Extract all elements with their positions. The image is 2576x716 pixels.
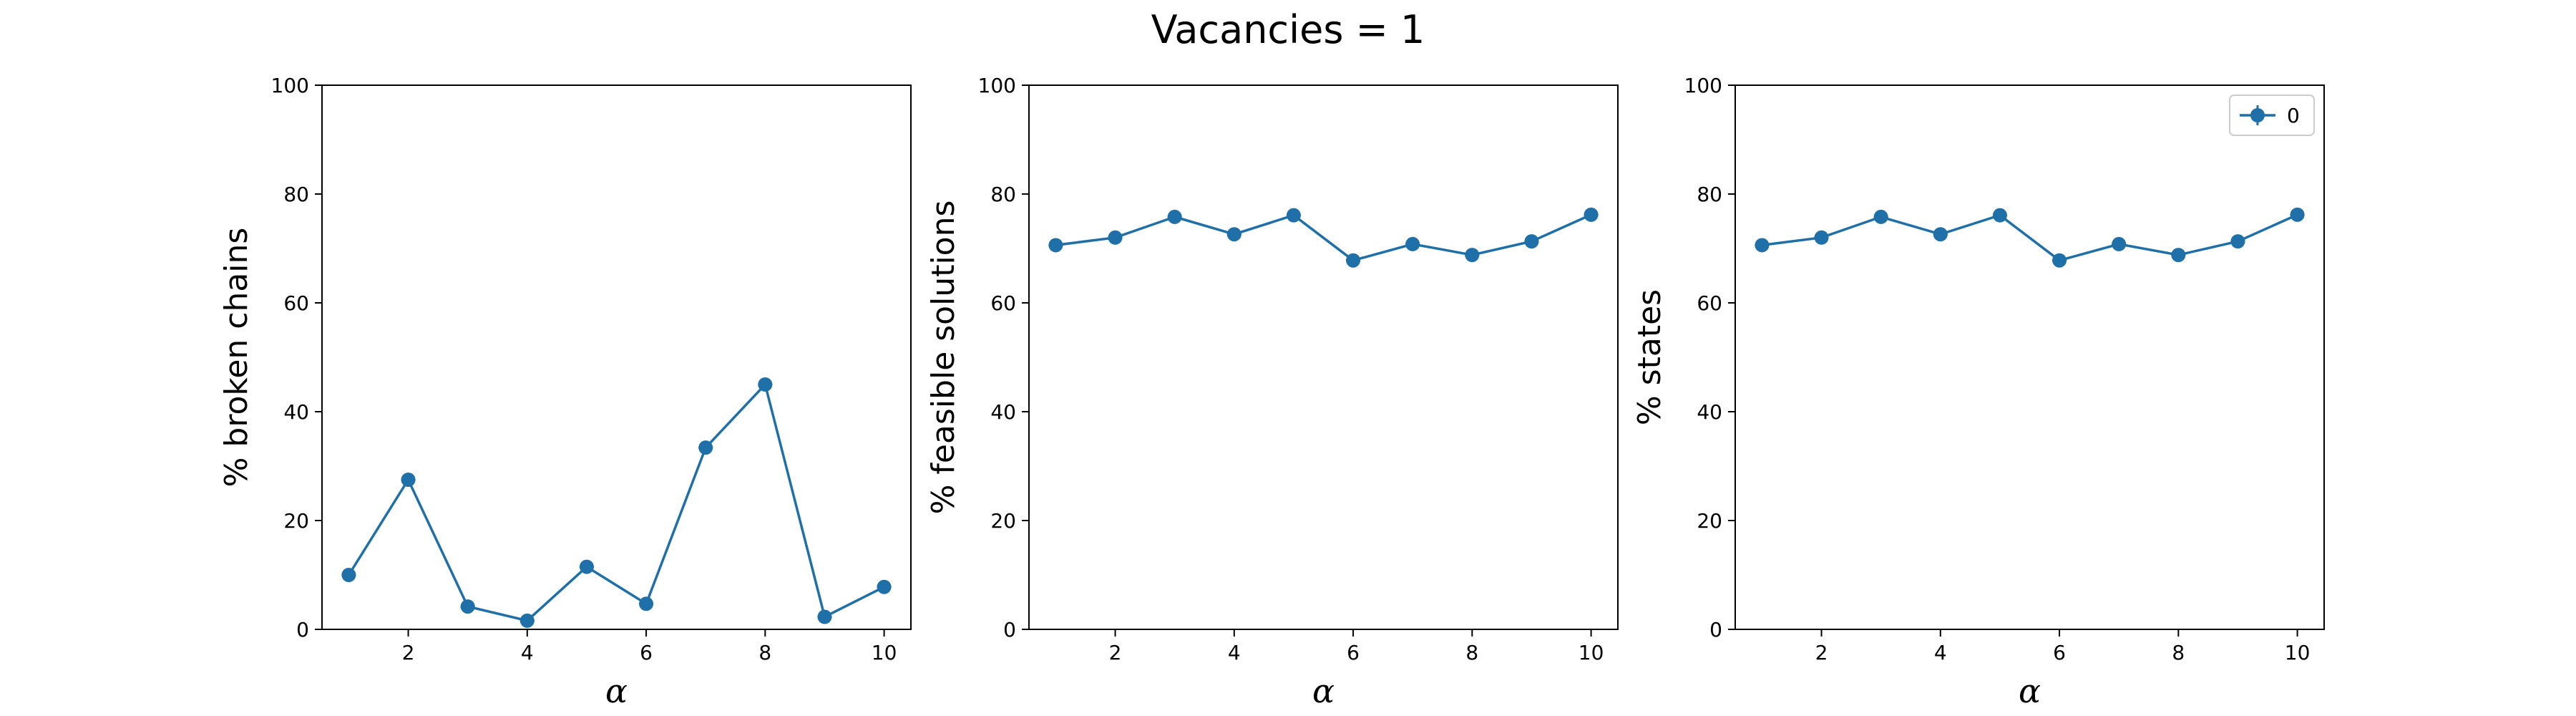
chart2-x-tick-label: 10: [1579, 641, 1604, 664]
chart2-y-tick-label: 20: [990, 509, 1016, 533]
chart3-data-point: [2290, 207, 2305, 222]
chart2-data-point: [1524, 234, 1539, 249]
chart2-y-tick-label: 80: [990, 183, 1016, 206]
chart2-data-point: [1346, 253, 1361, 268]
chart2-data-point: [1048, 238, 1063, 253]
chart3-data-point: [1755, 238, 1770, 253]
chart2-data-point: [1108, 230, 1123, 245]
chart1-x-tick-label: 8: [758, 641, 771, 664]
chart1-data-point: [579, 559, 594, 574]
chart3-x-tick-label: 6: [2053, 641, 2066, 664]
chart3-y-tick-label: 60: [1697, 291, 1722, 315]
chart3-x-axis-label: α: [2019, 672, 2041, 710]
chart3-data-point: [1873, 209, 1888, 224]
chart1-y-tick-label: 20: [283, 509, 309, 533]
chart1-y-tick-label: 0: [296, 618, 309, 642]
chart1-y-tick-label: 100: [271, 74, 309, 97]
chart1-data-point: [758, 377, 773, 392]
chart1-y-tick-label: 40: [283, 400, 309, 424]
chart3-axes-frame: [1735, 84, 2325, 630]
chart3-y-tick-label: 0: [1709, 618, 1722, 642]
chart2-y-tick-label: 40: [990, 400, 1016, 424]
chart3-series-line: [1762, 213, 2298, 262]
chart1-y-tick-label: 80: [283, 183, 309, 206]
chart2-x-tick-label: 8: [1465, 641, 1478, 664]
chart1-x-axis-label: α: [605, 672, 628, 710]
chart3-legend: 0: [2229, 95, 2315, 136]
chart2-series-line: [1055, 213, 1592, 262]
chart3-data-point: [1933, 227, 1948, 242]
chart1-data-point: [877, 579, 892, 594]
chart1-x-tick-label: 6: [640, 641, 653, 664]
chart3-y-tick-label: 80: [1697, 183, 1722, 206]
chart2-y-tick-label: 100: [978, 74, 1016, 97]
chart1-axes-frame: [321, 84, 912, 630]
legend-entry-label: 0: [2287, 104, 2300, 127]
chart2-y-tick-label: 60: [990, 291, 1016, 315]
chart3-data-point: [2171, 248, 2186, 263]
chart2-data-point: [1226, 227, 1241, 242]
chart2-x-tick-label: 4: [1228, 641, 1241, 664]
chart2-data-point: [1167, 209, 1182, 224]
chart1-data-point: [341, 568, 356, 582]
chart3-data-point: [1992, 208, 2007, 223]
chart3-data-point: [2112, 236, 2127, 251]
figure-title: Vacancies = 1: [1151, 7, 1425, 52]
chart3-x-tick-label: 4: [1934, 641, 1947, 664]
chart1-y-axis-label: % broken chains: [218, 228, 255, 488]
chart1-x-tick-label: 4: [521, 641, 534, 664]
chart1-data-point: [698, 440, 713, 455]
chart3-y-tick-label: 40: [1697, 400, 1722, 424]
chart1-data-point: [639, 596, 654, 611]
chart1-data-point: [401, 473, 416, 487]
chart2-y-axis-label: % feasible solutions: [925, 200, 962, 515]
chart3-y-tick-label: 20: [1697, 509, 1722, 533]
chart1-data-point: [817, 609, 832, 624]
chart2-x-tick-label: 6: [1347, 641, 1360, 664]
chart3-y-tick-label: 100: [1684, 74, 1722, 97]
chart1-x-tick-label: 10: [872, 641, 897, 664]
chart1-x-tick-label: 2: [402, 641, 415, 664]
chart2-y-tick-label: 0: [1003, 618, 1016, 642]
chart3-x-tick-label: 10: [2285, 641, 2311, 664]
chart2-data-point: [1465, 248, 1480, 263]
chart2-axes-frame: [1028, 84, 1619, 630]
chart2-data-point: [1405, 236, 1420, 251]
chart1-y-tick-label: 60: [283, 291, 309, 315]
chart3-x-tick-label: 8: [2172, 641, 2185, 664]
chart1-data-point: [519, 613, 535, 628]
chart2-x-tick-label: 2: [1109, 641, 1122, 664]
chart1-data-point: [460, 599, 475, 614]
chart2-data-point: [1286, 208, 1301, 223]
chart2-x-axis-label: α: [1312, 672, 1335, 710]
legend-marker-swatch: [2250, 108, 2265, 122]
chart3-x-tick-label: 2: [1815, 641, 1828, 664]
chart3-data-point: [2230, 234, 2245, 249]
chart3-data-point: [2052, 253, 2067, 268]
chart1-series-line: [347, 382, 885, 622]
chart3-data-point: [1814, 230, 1829, 245]
chart3-y-axis-label: % states: [1631, 289, 1668, 425]
chart2-data-point: [1584, 207, 1599, 222]
